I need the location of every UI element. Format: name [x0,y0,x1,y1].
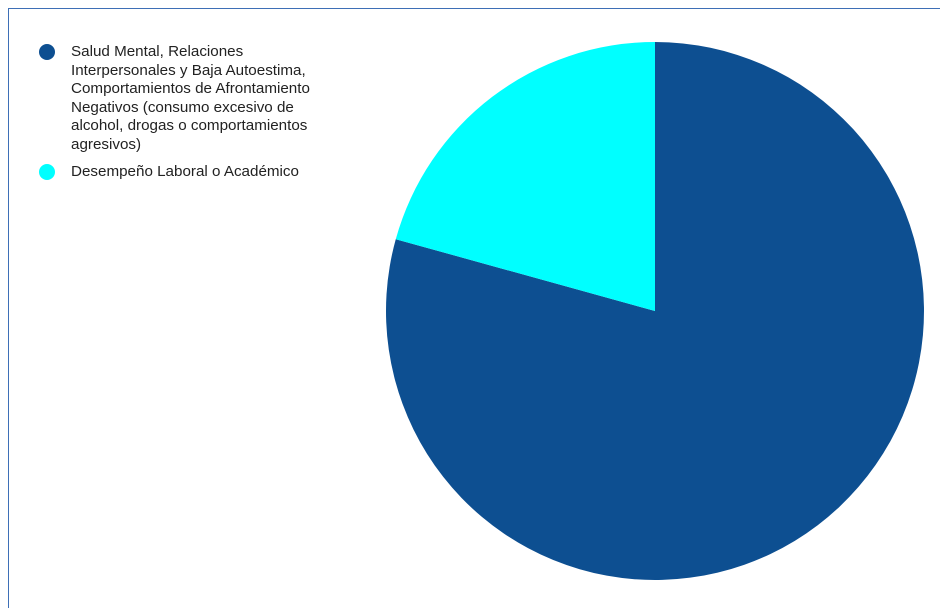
legend-item-desempeno[interactable]: Desempeño Laboral o Académico [39,163,359,182]
pie-slice-salud-mental[interactable] [385,42,924,581]
legend-swatch-salud-mental [39,44,55,60]
legend-swatch-desempeno [39,163,55,180]
legend-label-desempeno: Desempeño Laboral o Académico [71,162,299,180]
legend-item-salud-mental[interactable]: Salud Mental, Relaciones Interpersonales… [39,43,359,155]
legend-label-salud-mental: Salud Mental, Relaciones Interpersonales… [71,43,310,153]
legend: Salud Mental, Relaciones Interpersonales… [39,43,359,189]
pie-slice-desempeno[interactable] [395,42,655,311]
